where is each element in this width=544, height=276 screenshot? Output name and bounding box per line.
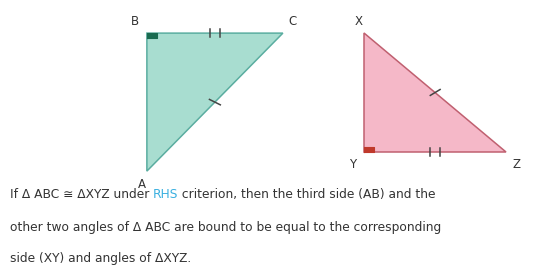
Text: A: A — [138, 178, 145, 191]
Polygon shape — [147, 33, 283, 171]
Text: X: X — [355, 15, 363, 28]
Text: B: B — [131, 15, 139, 28]
Text: criterion, then the third side (AB) and the: criterion, then the third side (AB) and … — [178, 188, 436, 201]
Bar — [147, 33, 157, 38]
Text: side (XY) and angles of ΔXYZ.: side (XY) and angles of ΔXYZ. — [10, 251, 191, 265]
Bar — [364, 147, 374, 152]
Text: Z: Z — [512, 158, 521, 171]
Text: C: C — [288, 15, 296, 28]
Text: RHS: RHS — [153, 188, 178, 201]
Text: If Δ ABC ≅ ΔXYZ under: If Δ ABC ≅ ΔXYZ under — [10, 188, 153, 201]
Text: Y: Y — [349, 158, 356, 171]
Text: other two angles of Δ ABC are bound to be equal to the corresponding: other two angles of Δ ABC are bound to b… — [10, 221, 441, 234]
Polygon shape — [364, 33, 506, 152]
